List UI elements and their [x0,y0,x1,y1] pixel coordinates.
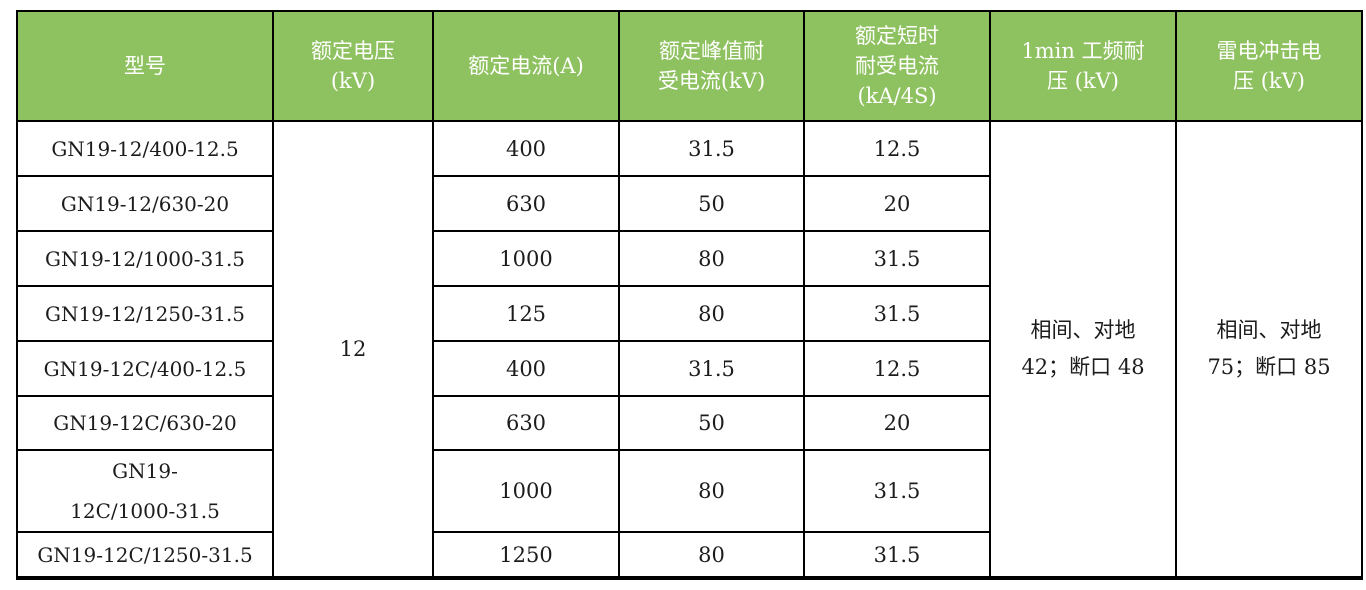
peak-withstand-cell: 80 [618,285,805,342]
rated-current-cell: 1250 [432,531,620,579]
spec-table-container: 型号 额定电压 (kV) 额定电流(A) 额定峰值耐 受电流(kV) 额定短时 … [16,10,1363,580]
model-cell: GN19-12/1000-31.5 [16,230,274,287]
peak-withstand-cell: 80 [618,449,805,533]
model-cell: GN19-12C/630-20 [16,395,274,451]
model-cell: GN19-12/400-12.5 [16,120,274,177]
rated-voltage-merged-cell: 12 [272,120,434,579]
short-time-withstand-cell: 31.5 [803,230,991,287]
header-cell-lightning-impulse-voltage: 雷电冲击电 压 (kV) [1175,10,1363,122]
table-row: GN19-12/1250-31.5 125 80 31.5 [16,285,1362,342]
header-cell-rated-current: 额定电流(A) [432,10,620,122]
model-cell: GN19-12/1250-31.5 [16,285,274,342]
header-cell-power-frequency-withstand-voltage: 1min 工频耐 压 (kV) [989,10,1177,122]
rated-current-cell: 630 [432,395,620,451]
table-row: GN19- 12C/1000-31.5 1000 80 31.5 [16,449,1362,533]
spec-table: 型号 额定电压 (kV) 额定电流(A) 额定峰值耐 受电流(kV) 额定短时 … [16,10,1363,580]
short-time-withstand-cell: 31.5 [803,531,991,579]
model-cell: GN19-12/630-20 [16,175,274,232]
short-time-withstand-cell: 20 [803,175,991,232]
table-row: GN19-12/1000-31.5 1000 80 31.5 [16,230,1362,287]
peak-withstand-cell: 31.5 [618,120,805,177]
rated-current-cell: 400 [432,340,620,397]
header-cell-peak-withstand-current: 额定峰值耐 受电流(kV) [618,10,805,122]
lightning-impulse-merged-cell: 相间、对地 75；断口 85 [1175,120,1363,579]
rated-current-cell: 125 [432,285,620,342]
table-row: GN19-12/400-12.5 12 400 31.5 12.5 相间、对地 … [16,120,1363,579]
header-cell-short-time-withstand-current: 额定短时 耐受电流 (kA/4S) [803,10,991,122]
short-time-withstand-cell: 31.5 [803,285,991,342]
short-time-withstand-cell: 12.5 [803,120,991,177]
short-time-withstand-cell: 20 [803,395,991,451]
model-cell: GN19-12C/400-12.5 [16,340,274,397]
peak-withstand-cell: 80 [618,230,805,287]
power-frequency-merged-cell: 相间、对地 42；断口 48 [989,120,1177,579]
table-row: GN19-12C/630-20 630 50 20 [16,395,1362,451]
rated-current-cell: 400 [432,120,620,177]
peak-withstand-cell: 50 [618,175,805,232]
table-row: GN19-12C/400-12.5 400 31.5 12.5 [16,340,1362,397]
table-row: GN19-12C/1250-31.5 1250 80 31.5 [16,531,1362,579]
model-cell: GN19- 12C/1000-31.5 [16,449,274,533]
peak-withstand-cell: 50 [618,395,805,451]
table-row: GN19-12/630-20 630 50 20 [16,175,1362,232]
short-time-withstand-cell: 12.5 [803,340,991,397]
peak-withstand-cell: 80 [618,531,805,579]
peak-withstand-cell: 31.5 [618,340,805,397]
rated-current-cell: 1000 [432,449,620,533]
header-cell-model: 型号 [16,10,274,122]
short-time-withstand-cell: 31.5 [803,449,991,533]
model-cell: GN19-12C/1250-31.5 [16,531,274,579]
rated-current-cell: 1000 [432,230,620,287]
rated-current-cell: 630 [432,175,620,232]
header-cell-rated-voltage: 额定电压 (kV) [272,10,434,122]
header-row: 型号 额定电压 (kV) 额定电流(A) 额定峰值耐 受电流(kV) 额定短时 … [16,10,1363,122]
